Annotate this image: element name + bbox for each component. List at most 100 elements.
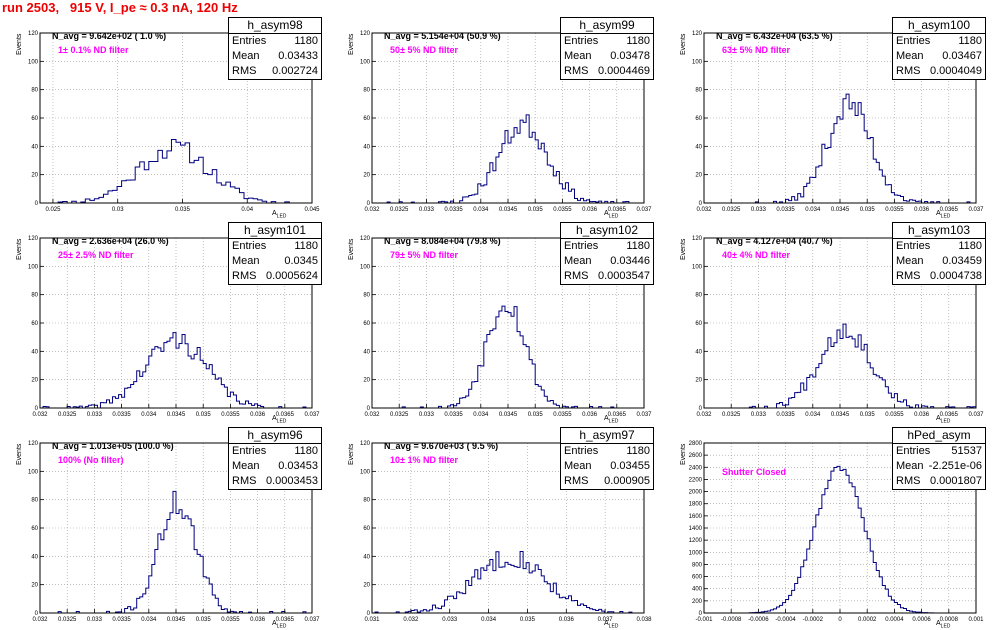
x-tick-label: 0.0335 [776,412,795,418]
x-tick-label: 0.037 [304,617,320,623]
y-tick-label: 100 [360,264,371,270]
y-tick-label: 20 [31,583,38,589]
y-tick-label: 120 [28,31,39,37]
x-tick-label: 0.0004 [885,617,904,623]
stats-key: Entries [896,240,931,252]
y-axis-label: Events [348,443,355,465]
y-tick-label: 40 [363,349,370,355]
x-tick-label: 0.034 [473,207,489,213]
histogram-name: h_asym96 [229,428,321,444]
histogram-line [40,138,312,204]
stats-row-entries: Entries 1180 [561,444,653,459]
x-tick-label: 0.0355 [221,617,240,623]
y-tick-label: 60 [695,321,702,327]
stats-value: 0.03478 [610,50,650,62]
y-tick-label: 120 [692,31,703,37]
x-tick-label: 0.036 [582,207,598,213]
x-tick-label: 0.035 [175,207,191,213]
filter-label: 79± 5% ND filter [390,250,458,260]
stats-row-entries: Entries 1180 [893,34,985,49]
y-tick-label: 0 [367,406,371,412]
histogram-line [40,332,312,409]
y-tick-label: 40 [363,554,370,560]
y-tick-label: 2800 [689,441,703,447]
histogram-pad-h_asym99: 0.032 0.0325 0.033 0.0335 0.034 0.0345 0.035 0.… [340,15,672,220]
y-tick-label: 120 [360,236,371,242]
x-tick-label: 0.031 [364,617,380,623]
x-tick-label: 0.0325 [58,617,77,623]
stats-row-mean: Mean 0.03453 [229,459,321,474]
x-tick-label: 0.0345 [167,617,186,623]
x-tick-label: 0.0335 [112,617,131,623]
y-tick-label: 80 [31,498,38,504]
stats-value: 51537 [951,445,982,457]
x-tick-label: 0.033 [751,207,767,213]
y-tick-label: 1000 [689,550,703,556]
y-tick-label: 120 [360,31,371,37]
x-tick-label: 0.032 [364,412,380,418]
x-tick-label: 0.034 [481,617,497,623]
y-tick-label: 2600 [689,453,703,459]
x-tick-label: 0.025 [45,207,61,213]
x-tick-label: 0.0355 [553,207,572,213]
x-tick-label: 0.0006 [912,617,931,623]
stats-row-rms: RMS 0.0004049 [893,64,985,79]
y-tick-label: 60 [31,321,38,327]
y-tick-label: 0 [35,201,39,207]
stats-row-mean: Mean 0.03478 [561,49,653,64]
x-tick-label: 0.033 [87,412,103,418]
histogram-pad-h_asym100: 0.032 0.0325 0.033 0.0335 0.034 0.0345 0.035 0.… [672,15,996,220]
stats-row-entries: Entries 1180 [229,444,321,459]
histogram-svg: 0.032 0.0325 0.033 0.0335 0.034 0.0345 0.035 0.… [692,236,984,418]
stats-box: h_asym97 Entries 1180 Mean 0.03455 RMS 0.00090… [560,427,654,490]
y-tick-label: 0 [35,406,39,412]
histogram-svg: 0.032 0.0325 0.033 0.0335 0.034 0.0345 0.035 0.… [360,31,652,213]
filter-label: 1± 0.1% ND filter [58,45,129,55]
stats-value: 0.0004049 [930,65,982,77]
stats-row-rms: RMS 0.0004738 [893,269,985,284]
x-tick-label: 0.0335 [776,207,795,213]
x-tick-label: 0.0335 [444,412,463,418]
stats-value: 1180 [294,35,318,47]
y-axis-label: Events [680,443,687,465]
y-tick-label: 40 [31,554,38,560]
y-tick-label: 2400 [689,465,703,471]
x-tick-label: -0.0002 [803,617,824,623]
stats-value: 1180 [626,240,650,252]
filter-label: 10± 1% ND filter [390,455,458,465]
stats-key: Entries [232,35,267,47]
y-axis-label: Events [16,238,23,260]
x-axis-label: ALED [604,415,619,425]
x-tick-label: 0.036 [250,617,266,623]
histogram-name: h_asym99 [561,18,653,34]
stats-value: 0.03459 [942,255,982,267]
stats-row-mean: Mean -2.251e-06 [893,459,985,474]
histogram-name: h_asym97 [561,428,653,444]
y-tick-label: 2000 [689,490,703,496]
stats-value: 0.0004469 [598,65,650,77]
x-tick-label: 0.035 [860,412,876,418]
histogram-pad-h_asym97: 0.031 0.032 0.033 0.034 0.035 0.036 0.037 0.038… [340,425,672,630]
y-tick-label: 40 [695,349,702,355]
stats-key: RMS [232,270,257,282]
stats-value: 0.000905 [604,475,650,487]
y-tick-label: 120 [692,236,703,242]
x-tick-label: 0.0365 [276,617,295,623]
stats-row-mean: Mean 0.03433 [229,49,321,64]
x-tick-label: 0.034 [805,207,821,213]
histogram-svg: 0.032 0.0325 0.033 0.0335 0.034 0.0345 0.035 0.… [692,31,984,213]
x-axis-label: ALED [936,210,951,220]
x-tick-label: 0.04 [241,207,253,213]
stats-row-entries: Entries 1180 [229,34,321,49]
x-tick-label: 0.0335 [112,412,131,418]
x-tick-label: 0.035 [196,412,212,418]
histogram-pad-h_asym98: 0.025 0.03 0.035 0.04 0.045 0 20 40 60 80 100 120 Ev… [8,15,340,220]
stats-key: Entries [564,240,599,252]
stats-key: Mean [564,460,592,472]
x-tick-label: 0.0325 [390,207,409,213]
stats-row-rms: RMS 0.0003453 [229,474,321,489]
x-tick-label: 0.0325 [58,412,77,418]
histogram-pad-hPed_asym: -0.001 -0.0008 -0.0006 -0.0004 -0.0002 0 0.000… [672,425,996,630]
x-tick-label: -0.0004 [775,617,796,623]
